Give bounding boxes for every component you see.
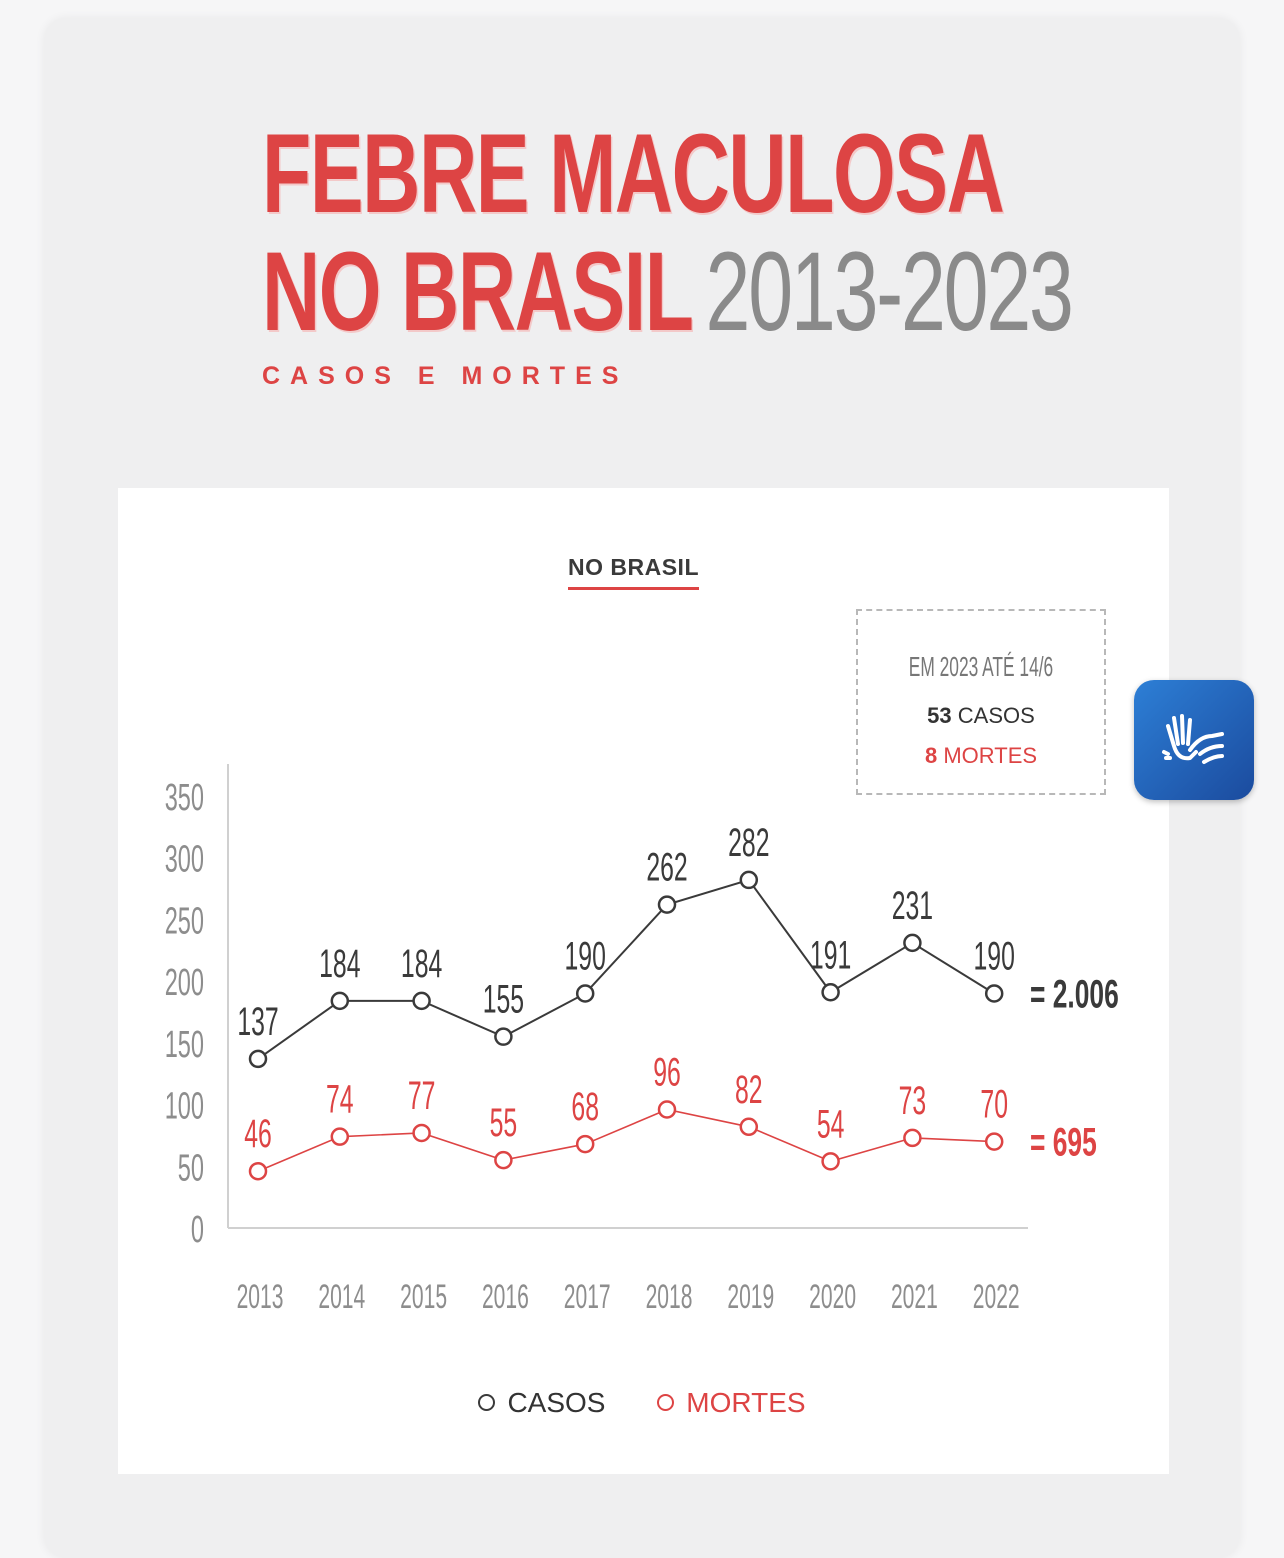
data-point-casos <box>412 991 431 1011</box>
y-tick-label: 0 <box>191 1207 204 1250</box>
y-tick-label: 200 <box>165 960 204 1003</box>
subtitle: CASOS E MORTES <box>262 362 629 390</box>
x-tick-label: 2022 <box>973 1277 1020 1315</box>
legend-item-mortes: MORTES <box>657 1386 806 1419</box>
data-label-mortes: 77 <box>408 1074 436 1118</box>
data-point-casos <box>821 983 840 1002</box>
y-tick-label: 150 <box>165 1022 204 1065</box>
data-label-casos: 190 <box>565 935 606 979</box>
x-tick-label: 2016 <box>482 1277 529 1315</box>
data-label-casos: 137 <box>237 1000 278 1044</box>
legend-mortes-marker-icon <box>657 1393 675 1411</box>
note-box-2023: EM 2023 ATÉ 14/6 53 CASOS 8 MORTES <box>856 609 1106 795</box>
y-tick-label: 100 <box>165 1084 204 1127</box>
data-point-casos <box>575 984 595 1003</box>
x-tick-label: 2017 <box>564 1277 611 1315</box>
data-label-mortes: 54 <box>817 1102 845 1146</box>
note-mortes: 8 MORTES <box>858 743 1104 769</box>
x-tick-label: 2020 <box>809 1277 856 1315</box>
x-tick-label: 2013 <box>237 1277 284 1315</box>
data-label-casos: 184 <box>401 942 442 986</box>
legend-casos-label: CASOS <box>507 1386 606 1418</box>
data-point-casos <box>984 984 1004 1003</box>
data-label-casos: 262 <box>646 846 687 890</box>
y-tick-label: 350 <box>165 775 204 818</box>
data-point-mortes <box>575 1134 595 1154</box>
title-line-2: NO BRASIL 2013-2023 <box>262 236 1074 348</box>
total-label-mortes: = 695 <box>1030 1120 1097 1165</box>
data-point-mortes <box>412 1123 431 1143</box>
chart-panel <box>118 488 1169 1474</box>
data-point-casos <box>494 1027 513 1046</box>
x-tick-label: 2018 <box>646 1277 693 1315</box>
x-tick-label: 2021 <box>891 1277 938 1315</box>
total-label-casos: = 2.006 <box>1030 972 1119 1017</box>
data-label-casos: 190 <box>974 935 1015 979</box>
sign-language-hands-icon <box>1162 714 1224 764</box>
data-point-mortes <box>330 1127 350 1146</box>
note-heading: EM 2023 ATÉ 14/6 <box>908 651 1054 682</box>
data-label-casos: 184 <box>319 942 360 986</box>
title-line-2-text: NO BRASIL <box>262 229 694 354</box>
series-line-mortes <box>257 1108 995 1172</box>
data-point-casos <box>903 933 922 953</box>
y-tick-label: 50 <box>178 1145 204 1188</box>
y-tick-label: 250 <box>165 899 204 942</box>
data-label-mortes: 46 <box>244 1112 272 1156</box>
data-label-mortes: 73 <box>899 1079 927 1123</box>
legend-mortes-label: MORTES <box>686 1386 806 1418</box>
data-point-mortes <box>984 1132 1004 1151</box>
data-point-mortes <box>903 1128 922 1148</box>
data-label-mortes: 82 <box>735 1068 763 1112</box>
data-label-casos: 231 <box>892 884 933 928</box>
x-tick-label: 2015 <box>400 1277 447 1315</box>
data-label-mortes: 55 <box>490 1101 518 1145</box>
data-point-mortes <box>739 1117 759 1137</box>
x-tick-label: 2014 <box>318 1277 365 1315</box>
note-casos-value: 53 <box>927 703 952 728</box>
legend-casos-marker-icon <box>478 1393 496 1411</box>
chart-legend: CASOS MORTES <box>0 1385 1284 1419</box>
y-tick-label: 300 <box>165 837 204 880</box>
data-label-casos: 155 <box>483 978 524 1022</box>
series-line-casos <box>257 878 995 1060</box>
title-block: FEBRE MACULOSA NO BRASIL 2013-2023 <box>262 111 1284 348</box>
data-label-mortes: 70 <box>980 1083 1008 1127</box>
data-point-mortes <box>657 1100 677 1119</box>
data-label-casos: 282 <box>728 821 769 865</box>
note-casos-label: CASOS <box>957 703 1035 728</box>
title-line-1: FEBRE MACULOSA <box>262 111 1005 236</box>
legend-item-casos: CASOS <box>478 1387 605 1419</box>
note-mortes-label: MORTES <box>943 743 1038 768</box>
data-label-casos: 191 <box>810 933 851 977</box>
data-point-mortes <box>494 1150 513 1170</box>
data-point-casos <box>657 895 677 914</box>
data-point-casos <box>248 1049 268 1069</box>
title-years: 2013-2023 <box>705 229 1074 354</box>
data-point-mortes <box>821 1152 840 1171</box>
data-label-mortes: 96 <box>653 1051 681 1095</box>
panel-title: NO BRASIL <box>568 554 699 590</box>
note-casos: 53 CASOS <box>858 703 1104 729</box>
data-point-casos <box>739 870 759 890</box>
data-label-mortes: 68 <box>571 1085 599 1129</box>
accessibility-button[interactable] <box>1134 680 1254 800</box>
x-tick-label: 2019 <box>727 1277 774 1315</box>
data-point-mortes <box>248 1161 268 1181</box>
data-label-mortes: 74 <box>326 1078 354 1122</box>
data-point-casos <box>330 991 350 1011</box>
line-chart: 0 50 100 150 200 250 300 350 2013 2014 2015 2016 201… <box>165 764 1119 1315</box>
note-mortes-value: 8 <box>924 743 938 768</box>
